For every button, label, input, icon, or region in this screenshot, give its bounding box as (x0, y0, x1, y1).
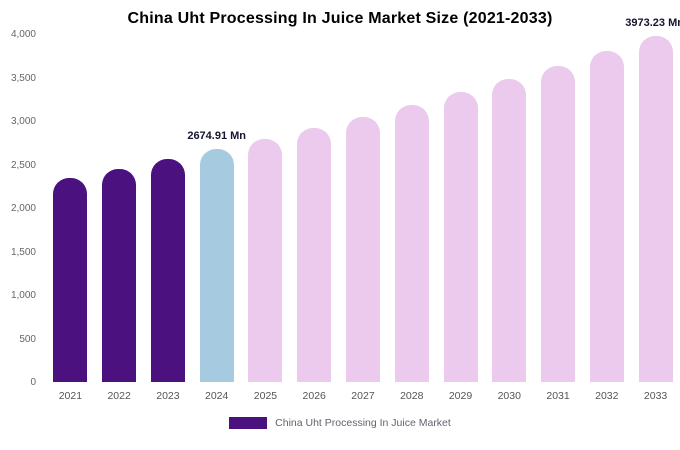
bar-2024 (199, 149, 234, 382)
y-tick-label: 1,500 (10, 246, 36, 258)
bar-2032 (589, 51, 624, 382)
bar-slot (46, 34, 95, 382)
bar-slot: 3973.23 Mn (625, 17, 680, 382)
x-tick-label: 2024 (205, 390, 229, 402)
y-tick-label: 2,500 (10, 159, 36, 171)
bar-slot (339, 34, 388, 382)
x-axis: 2021 2022 2023 2024 2025 2026 2027 2028 2029 2030… (46, 390, 680, 402)
bar-slot: 2674.91 Mn (187, 34, 246, 382)
x-tick-label: 2029 (448, 390, 473, 402)
bar-slot (241, 34, 290, 382)
x-tick-label: 2033 (643, 390, 668, 402)
x-tick-label: 2031 (546, 390, 570, 402)
legend: China Uht Processing In Juice Market (0, 417, 680, 429)
y-tick-label: 1,000 (10, 290, 36, 301)
bar-2033 (638, 36, 673, 382)
bar-2029 (443, 92, 478, 382)
y-tick-label: 500 (19, 333, 36, 345)
bar-slot (144, 34, 193, 382)
x-tick-label: 2021 (58, 390, 83, 402)
x-tick-label: 2028 (400, 390, 424, 402)
chart-title: China Uht Processing In Juice Market Siz… (127, 10, 553, 27)
value-label: 3973.23 Mn (625, 17, 680, 30)
bar-2025 (248, 138, 283, 382)
bar-2022 (102, 168, 137, 382)
bar-slot (290, 34, 339, 382)
legend-label: China Uht Processing In Juice Market (275, 417, 451, 429)
x-tick-label: 2032 (595, 390, 619, 402)
legend-swatch (229, 417, 268, 429)
chart-area: 4,000 3,500 3,000 2,500 2,000 1,500 1,000 500 0 … (0, 17, 680, 388)
x-tick-label: 2022 (107, 390, 131, 402)
x-tick-label: 2027 (351, 390, 375, 402)
value-label: 2674.91 Mn (187, 130, 247, 143)
x-tick-label: 2023 (156, 390, 180, 402)
plot-area: 2674.91 Mn 3973.23 Mn (46, 17, 680, 382)
bar-slot (582, 34, 631, 382)
bar-2026 (297, 127, 332, 382)
bar-2021 (53, 178, 88, 382)
y-tick-label: 0 (30, 377, 36, 388)
x-tick-label: 2025 (253, 390, 278, 402)
bar-slot (485, 34, 534, 382)
bar-2031 (541, 65, 576, 382)
y-tick-label: 4,000 (10, 29, 36, 40)
bar-2030 (492, 79, 527, 382)
bar-2023 (150, 159, 185, 382)
bar-slot (387, 34, 436, 382)
x-tick-label: 2030 (497, 390, 521, 402)
bar-slot (534, 34, 583, 382)
bar-2028 (394, 104, 429, 382)
y-axis: 4,000 3,500 3,000 2,500 2,000 1,500 1,000 500 0 (0, 29, 40, 388)
bar-slot (436, 34, 485, 382)
x-tick-label: 2026 (302, 390, 326, 402)
bar-2027 (345, 116, 380, 382)
y-tick-label: 3,000 (10, 116, 36, 127)
bar-slot (95, 34, 144, 382)
y-tick-label: 2,000 (10, 203, 36, 214)
y-tick-label: 3,500 (10, 72, 36, 84)
